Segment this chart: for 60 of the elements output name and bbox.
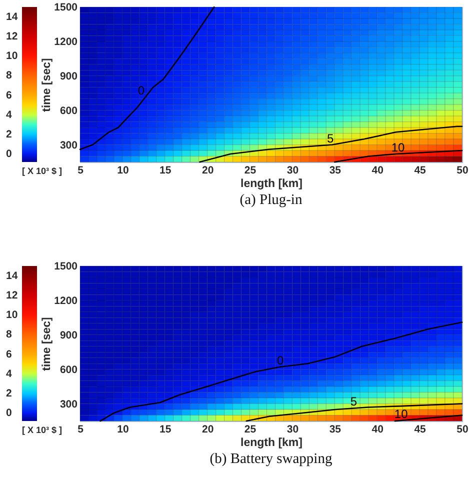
y-tick-label: 300 <box>60 139 78 152</box>
x-tick-label: 15 <box>160 164 172 176</box>
x-tick-label: 10 <box>117 424 129 436</box>
series-label: 0 <box>277 353 284 368</box>
y-tick-label: 1200 <box>54 36 78 48</box>
y-tick-label: 1500 <box>54 2 78 14</box>
x-tick-label: 5 <box>78 164 84 176</box>
color-bar-label: 12 <box>6 289 18 302</box>
x-tick-label: 15 <box>160 424 172 436</box>
series-label: 5 <box>350 394 358 409</box>
series-label: 0 <box>138 83 145 98</box>
x-tick-label: 30 <box>286 424 299 436</box>
x-tick-label: 30 <box>286 164 299 176</box>
x-tick-label: 50 <box>456 164 468 176</box>
color-bar-title: [ X 10³ $ ] <box>22 425 62 435</box>
color-bar-label: 12 <box>6 30 18 42</box>
y-tick-label: 1500 <box>54 260 78 272</box>
x-tick-label: 35 <box>329 424 342 436</box>
x-tick-label: 50 <box>456 424 468 436</box>
color-bar-label: 4 <box>6 108 12 121</box>
color-bar-label: 6 <box>6 348 12 360</box>
x-axis-title: length [km] <box>240 178 303 190</box>
x-tick-label: 40 <box>372 424 384 436</box>
text: (b) Battery swapping <box>210 451 332 467</box>
x-tick-label: 5 <box>78 424 84 436</box>
y-tick-label: 600 <box>60 364 78 376</box>
x-tick-label: 25 <box>244 164 256 176</box>
color-bar-title: [ X 10³ $ ] <box>22 166 62 176</box>
x-tick-label: 45 <box>414 164 426 176</box>
x-tick-label: 40 <box>372 164 384 176</box>
y-axis-title: time [sec] <box>41 316 54 371</box>
color-bar-label: 2 <box>6 128 12 141</box>
color-bar-label: 14 <box>6 270 18 282</box>
y-tick-label: 900 <box>60 70 78 82</box>
color-bar-label: 14 <box>6 10 18 23</box>
y-tick-label: 900 <box>60 329 78 342</box>
color-bar-label: 8 <box>6 70 12 82</box>
series-label: 5 <box>327 131 334 146</box>
color-bar-label: 10 <box>6 309 18 322</box>
series-label: 10 <box>394 406 408 421</box>
color-bar-label: 6 <box>6 89 12 102</box>
color-bar-label: 10 <box>6 50 18 62</box>
x-tick-label: 20 <box>202 424 214 436</box>
color-bar-label: 4 <box>6 368 12 380</box>
x-tick-label: 10 <box>117 164 129 176</box>
y-axis-title: time [sec] <box>41 58 54 112</box>
y-tick-label: 600 <box>60 104 78 117</box>
color-bar-label: 0 <box>6 148 12 160</box>
x-tick-label: 20 <box>202 164 214 176</box>
x-tick-label: 35 <box>329 164 342 176</box>
series-label: 10 <box>391 140 405 154</box>
text: (a) Plug-in <box>240 192 303 208</box>
y-tick-label: 1200 <box>54 294 78 307</box>
color-bar-label: 2 <box>6 388 12 400</box>
y-tick-label: 300 <box>60 398 78 410</box>
x-axis-title: length [km] <box>240 437 303 449</box>
x-tick-label: 25 <box>244 424 256 436</box>
color-bar-label: 0 <box>6 407 12 420</box>
color-bar-label: 8 <box>6 328 12 341</box>
x-tick-label: 45 <box>414 424 426 436</box>
